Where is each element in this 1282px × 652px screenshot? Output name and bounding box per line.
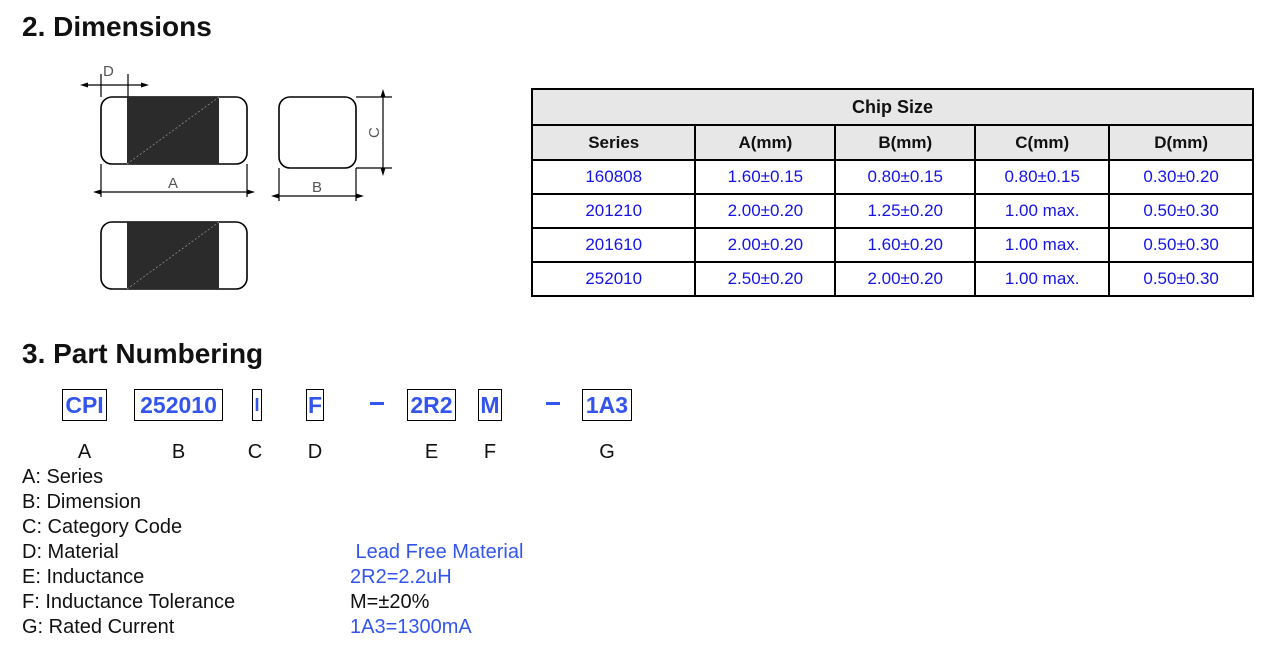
svg-text:B: B	[312, 179, 322, 196]
svg-text:A: A	[168, 175, 178, 192]
svg-text:D: D	[103, 63, 114, 80]
svg-text:C: C	[366, 127, 383, 138]
